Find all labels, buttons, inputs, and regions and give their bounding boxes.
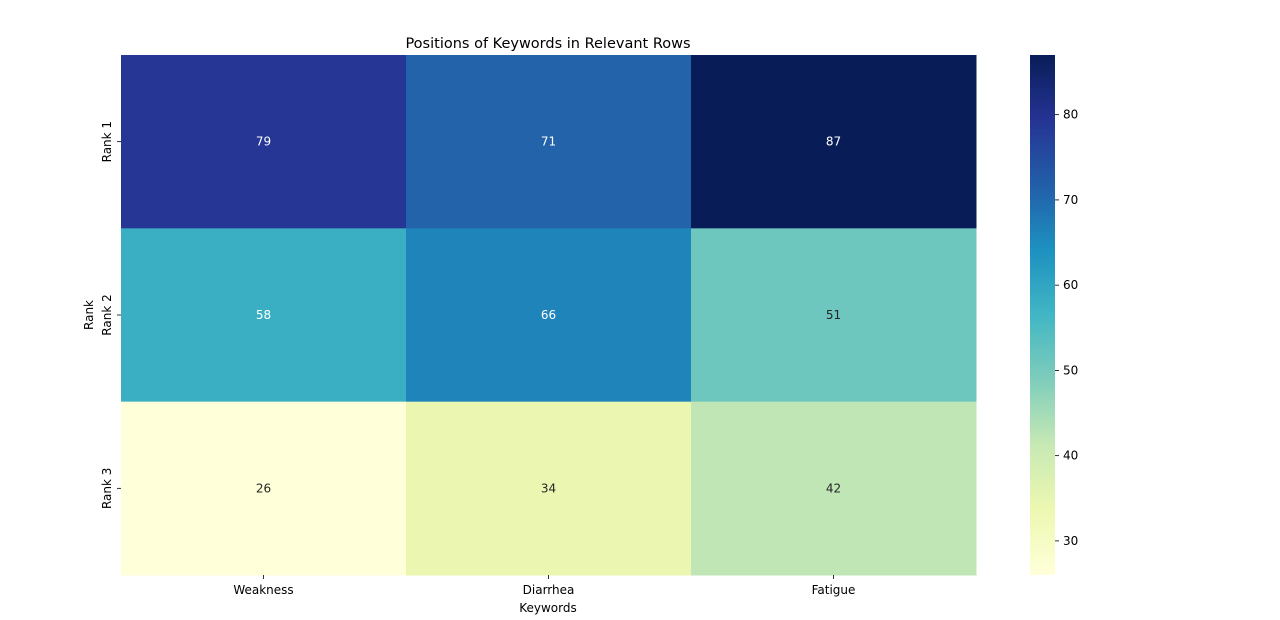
heatmap-cell-rank-3-fatigue (691, 401, 977, 576)
y-axis-label: Rank (82, 300, 96, 330)
colorbar-ticks: 30 40 50 60 70 80 (1055, 108, 1078, 548)
heatmap-cell-rank-1-diarrhea (406, 55, 692, 229)
cell-value-label: 87 (826, 135, 841, 149)
colorbar (1030, 55, 1055, 575)
y-tick-label-rank-3: Rank 3 (100, 468, 114, 509)
heatmap-cell-rank-3-diarrhea (406, 401, 692, 576)
heatmap-cell-rank-2-diarrhea (406, 228, 692, 403)
chart-title: Positions of Keywords in Relevant Rows (405, 36, 690, 52)
colorbar-tick-label: 70 (1063, 193, 1078, 207)
colorbar-tick-label: 40 (1063, 449, 1078, 463)
x-axis: Weakness Diarrhea Fatigue (233, 575, 855, 597)
y-tick-label-rank-2: Rank 2 (100, 294, 114, 335)
cell-value-label: 42 (826, 481, 841, 495)
heatmap-cell-rank-3-weakness (121, 401, 407, 576)
colorbar-tick-label: 60 (1063, 278, 1078, 292)
heatmap-cells: 79 71 87 58 66 51 26 34 42 (121, 55, 977, 576)
cell-value-label: 79 (256, 135, 271, 149)
x-tick-label-weakness: Weakness (233, 583, 293, 597)
x-tick-label-diarrhea: Diarrhea (523, 583, 575, 597)
cell-value-label: 51 (826, 308, 841, 322)
x-tick-label-fatigue: Fatigue (812, 583, 856, 597)
heatmap-cell-rank-2-fatigue (691, 228, 977, 403)
y-tick-label-rank-1: Rank 1 (100, 121, 114, 162)
heatmap-cell-rank-1-weakness (121, 55, 407, 229)
cell-value-label: 26 (256, 481, 271, 495)
cell-value-label: 34 (541, 481, 556, 495)
colorbar-tick-label: 80 (1063, 108, 1078, 122)
y-axis: Rank 1 Rank 2 Rank 3 (100, 121, 121, 509)
x-axis-label: Keywords (519, 601, 577, 615)
heatmap-cell-rank-2-weakness (121, 228, 407, 403)
cell-value-label: 66 (541, 308, 556, 322)
colorbar-tick-label: 50 (1063, 363, 1078, 377)
colorbar-tick-label: 30 (1063, 534, 1078, 548)
heatmap-cell-rank-1-fatigue (691, 55, 977, 229)
cell-value-label: 58 (256, 308, 271, 322)
cell-value-label: 71 (541, 135, 556, 149)
